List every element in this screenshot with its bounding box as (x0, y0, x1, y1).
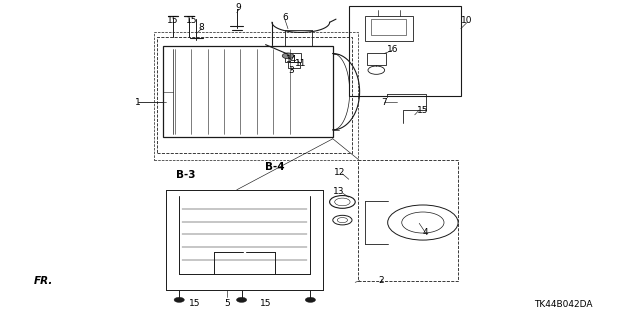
Text: 10: 10 (461, 16, 473, 25)
Bar (349, 6, 461, 96)
Text: B-4: B-4 (266, 162, 285, 173)
Text: FR.: FR. (34, 276, 53, 286)
Circle shape (305, 297, 316, 302)
Circle shape (174, 297, 184, 302)
Circle shape (282, 53, 294, 59)
Text: 5: 5 (225, 299, 230, 308)
Text: 6: 6 (282, 13, 287, 22)
Text: 15: 15 (189, 299, 201, 308)
Bar (365, 16, 413, 41)
Bar (367, 53, 386, 65)
Bar (358, 160, 458, 281)
Text: 12: 12 (333, 168, 345, 177)
Text: 2: 2 (378, 276, 383, 285)
Bar (288, 62, 300, 68)
Text: 11: 11 (295, 59, 307, 68)
Text: 3: 3 (289, 66, 294, 75)
Bar (157, 37, 352, 153)
Text: 4: 4 (423, 228, 428, 237)
Text: 7: 7 (381, 98, 387, 107)
Bar (163, 46, 333, 137)
Text: 15: 15 (417, 106, 428, 115)
Circle shape (237, 297, 247, 302)
Text: 1: 1 (135, 98, 140, 107)
Text: 15: 15 (167, 16, 179, 25)
Text: 14: 14 (285, 55, 297, 63)
Bar (371, 19, 406, 35)
Text: 15: 15 (186, 16, 198, 25)
Text: 16: 16 (387, 45, 398, 54)
Text: 8: 8 (199, 23, 204, 32)
Bar (285, 53, 301, 62)
Text: 15: 15 (260, 299, 271, 308)
Text: 13: 13 (333, 187, 345, 196)
Text: B-3: B-3 (176, 170, 195, 181)
Bar (154, 32, 358, 160)
Text: TK44B042DA: TK44B042DA (534, 300, 593, 309)
Text: 9: 9 (236, 4, 241, 12)
